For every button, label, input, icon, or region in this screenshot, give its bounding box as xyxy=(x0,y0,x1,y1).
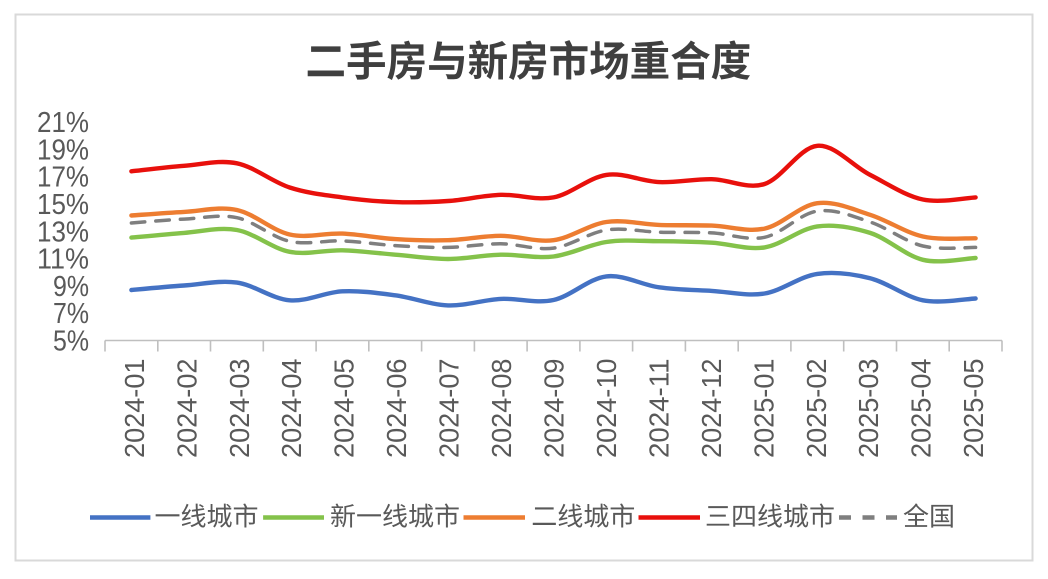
svg-text:2025-03: 2025-03 xyxy=(853,359,884,459)
svg-text:19%: 19% xyxy=(37,134,89,166)
svg-text:2024-12: 2024-12 xyxy=(696,359,727,459)
svg-text:13%: 13% xyxy=(37,216,89,248)
svg-text:2025-02: 2025-02 xyxy=(801,359,832,459)
svg-text:2024-08: 2024-08 xyxy=(486,359,517,459)
svg-text:2024-09: 2024-09 xyxy=(539,359,570,459)
svg-text:2024-10: 2024-10 xyxy=(591,359,622,459)
svg-text:2024-04: 2024-04 xyxy=(276,359,307,459)
svg-text:5%: 5% xyxy=(53,326,89,358)
svg-text:2024-06: 2024-06 xyxy=(381,359,412,459)
svg-text:2024-01: 2024-01 xyxy=(119,359,150,459)
svg-text:11%: 11% xyxy=(37,244,89,276)
svg-text:15%: 15% xyxy=(37,189,89,221)
svg-text:2024-11: 2024-11 xyxy=(643,359,674,459)
svg-text:7%: 7% xyxy=(53,298,89,330)
svg-text:9%: 9% xyxy=(53,271,89,303)
svg-text:2024-05: 2024-05 xyxy=(329,359,360,459)
svg-text:2025-04: 2025-04 xyxy=(906,359,937,459)
svg-text:21%: 21% xyxy=(37,107,89,139)
svg-text:2025-01: 2025-01 xyxy=(748,359,779,459)
svg-text:2024-07: 2024-07 xyxy=(434,359,465,459)
svg-text:17%: 17% xyxy=(37,162,89,194)
svg-text:2024-02: 2024-02 xyxy=(171,359,202,459)
svg-text:2024-03: 2024-03 xyxy=(224,359,255,459)
svg-text:2025-05: 2025-05 xyxy=(958,359,989,459)
